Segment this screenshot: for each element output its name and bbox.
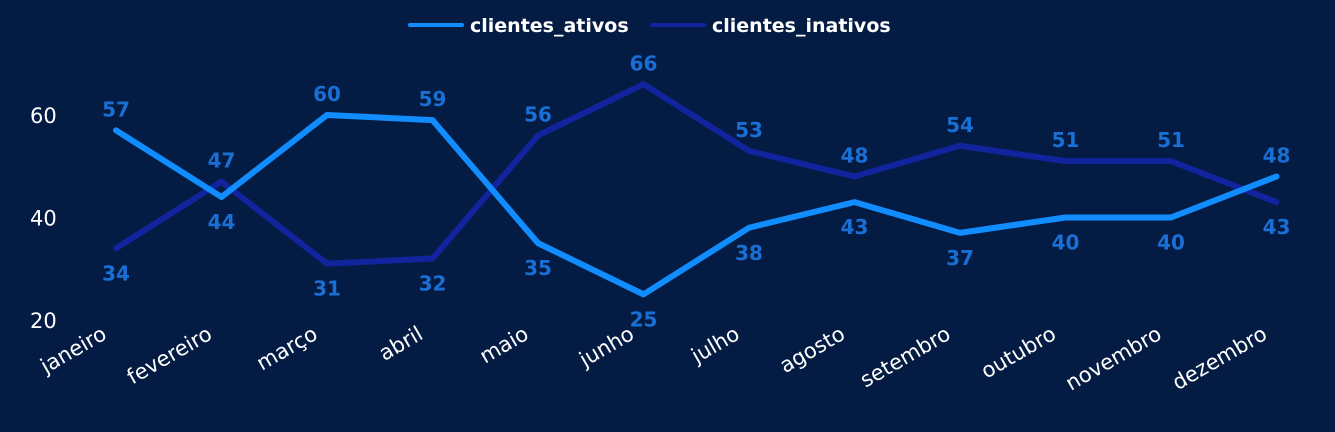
x-tick-label: outubro <box>977 322 1060 384</box>
x-tick-label: setembro <box>856 322 954 393</box>
series-line-clientes_ativos <box>113 112 1280 298</box>
data-label-clientes_ativos: 40 <box>1157 231 1185 255</box>
data-labels: 57 44 60 59 35 25 38 43 37 40 40 48 34 47 31 32 56 66 53 48… <box>102 51 1290 331</box>
x-tick-label: abril <box>375 322 427 366</box>
x-tick-label: março <box>252 322 321 376</box>
data-label-clientes_inativos: 32 <box>419 272 447 296</box>
data-label-clientes_ativos: 44 <box>208 210 236 234</box>
data-label-clientes_inativos: 47 <box>208 149 236 173</box>
legend-label-clientes_ativos: clientes_ativos <box>470 15 629 37</box>
y-tick-label: 60 <box>30 104 57 128</box>
x-tick-label: fevereiro <box>123 322 216 390</box>
data-label-clientes_ativos: 38 <box>735 241 763 265</box>
data-label-clientes_inativos: 43 <box>1263 215 1291 239</box>
data-label-clientes_ativos: 60 <box>313 82 341 106</box>
series-lines <box>113 81 1280 298</box>
y-tick-label: 20 <box>30 309 57 333</box>
x-tick-label: agosto <box>775 322 849 378</box>
data-label-clientes_inativos: 54 <box>946 113 974 137</box>
data-label-clientes_inativos: 51 <box>1157 128 1185 152</box>
data-label-clientes_ativos: 59 <box>419 87 447 111</box>
y-axis: 20 40 60 <box>30 104 57 333</box>
data-label-clientes_ativos: 40 <box>1052 231 1080 255</box>
data-label-clientes_inativos: 53 <box>735 118 763 142</box>
data-label-clientes_inativos: 56 <box>524 103 552 127</box>
data-label-clientes_ativos: 37 <box>946 246 974 270</box>
data-label-clientes_inativos: 34 <box>102 261 130 285</box>
x-axis: janeiro fevereiro março abril maio junho julho… <box>35 322 1271 396</box>
x-tick-label: junho <box>574 322 638 373</box>
data-label-clientes_ativos: 57 <box>102 97 130 121</box>
data-label-clientes_inativos: 48 <box>841 144 869 168</box>
legend-label-clientes_inativos: clientes_inativos <box>712 15 891 37</box>
data-label-clientes_inativos: 66 <box>630 51 658 75</box>
data-label-clientes_ativos: 43 <box>841 215 869 239</box>
y-tick-label: 40 <box>30 207 57 231</box>
legend: clientes_ativos clientes_inativos <box>408 15 891 37</box>
series-line-clientes_inativos <box>113 81 1280 267</box>
x-tick-label: novembro <box>1061 322 1165 396</box>
data-label-clientes_ativos: 35 <box>524 256 552 280</box>
data-label-clientes_ativos: 48 <box>1263 144 1291 168</box>
x-tick-label: julho <box>686 322 743 369</box>
x-tick-label: dezembro <box>1168 322 1271 395</box>
x-tick-label: maio <box>475 322 532 369</box>
data-label-clientes_ativos: 25 <box>630 307 658 331</box>
data-label-clientes_inativos: 31 <box>313 277 341 301</box>
data-label-clientes_inativos: 51 <box>1052 128 1080 152</box>
